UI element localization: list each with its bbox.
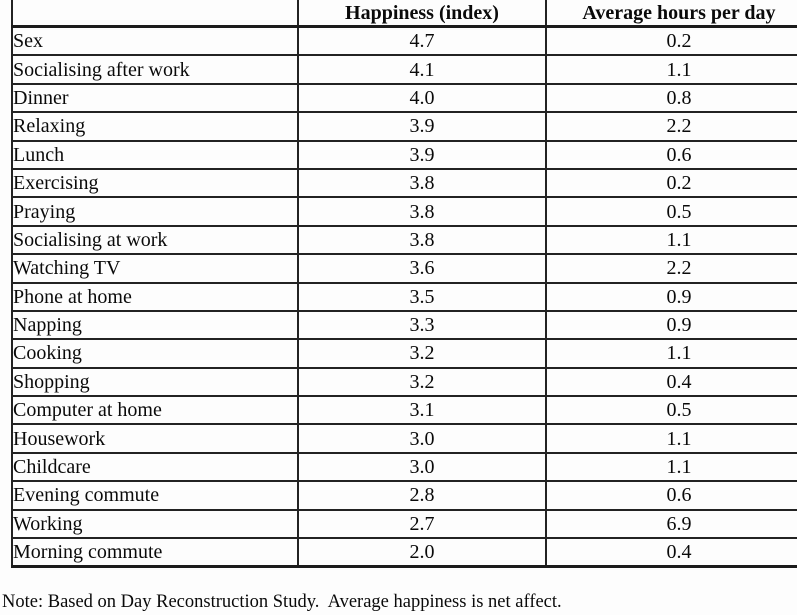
- cell-activity: Morning commute: [11, 537, 299, 569]
- cell-activity: Exercising: [11, 167, 299, 199]
- cell-happiness: 3.2: [297, 366, 547, 398]
- cell-activity: Lunch: [11, 139, 299, 170]
- cell-happiness: 4.7: [297, 25, 547, 57]
- cell-hours: 1.1: [545, 224, 797, 256]
- table-container: Happiness (index) Average hours per day …: [11, 0, 797, 572]
- table-row: Napping 3.3 0.9: [11, 309, 797, 341]
- activities-happiness-table: Happiness (index) Average hours per day …: [11, 0, 797, 569]
- cell-activity: Evening commute: [11, 480, 299, 511]
- cell-activity: Childcare: [11, 451, 299, 483]
- cell-activity: Relaxing: [11, 111, 299, 142]
- cell-happiness: 3.9: [297, 139, 547, 170]
- cell-hours: 0.6: [545, 139, 797, 170]
- cell-hours: 1.1: [545, 423, 797, 454]
- table-row: Childcare 3.0 1.1: [11, 451, 797, 483]
- cell-activity: Socialising at work: [11, 224, 299, 256]
- header-row: Happiness (index) Average hours per day: [11, 0, 797, 28]
- cell-hours: 0.6: [545, 480, 797, 511]
- cell-happiness: 2.0: [297, 537, 547, 569]
- cell-activity: Cooking: [11, 338, 299, 369]
- table-row: Socialising after work 4.1 1.1: [11, 54, 797, 85]
- cell-hours: 0.4: [545, 537, 797, 569]
- header-activity: [11, 0, 299, 28]
- cell-activity: Praying: [11, 196, 299, 227]
- cell-happiness: 2.8: [297, 480, 547, 511]
- cell-hours: 1.1: [545, 451, 797, 483]
- cell-happiness: 3.6: [297, 253, 547, 284]
- cell-activity: Watching TV: [11, 253, 299, 284]
- cell-hours: 2.2: [545, 253, 797, 284]
- table-row: Computer at home 3.1 0.5: [11, 395, 797, 426]
- cell-happiness: 3.9: [297, 111, 547, 142]
- table-note: Note: Based on Day Reconstruction Study.…: [2, 592, 562, 612]
- header-happiness-index: Happiness (index): [297, 0, 547, 28]
- table-row: Socialising at work 3.8 1.1: [11, 224, 797, 256]
- table-row: Relaxing 3.9 2.2: [11, 111, 797, 142]
- cell-hours: 0.2: [545, 25, 797, 57]
- cell-activity: Shopping: [11, 366, 299, 398]
- cell-activity: Socialising after work: [11, 54, 299, 85]
- cell-hours: 0.5: [545, 196, 797, 227]
- cell-hours: 1.1: [545, 54, 797, 85]
- cell-hours: 0.9: [545, 309, 797, 341]
- table-row: Exercising 3.8 0.2: [11, 167, 797, 199]
- cell-happiness: 3.2: [297, 338, 547, 369]
- table-row: Sex 4.7 0.2: [11, 25, 797, 57]
- table-row: Cooking 3.2 1.1: [11, 338, 797, 369]
- table-row: Evening commute 2.8 0.6: [11, 480, 797, 511]
- cell-happiness: 3.1: [297, 395, 547, 426]
- cell-happiness: 3.8: [297, 224, 547, 256]
- table-row: Phone at home 3.5 0.9: [11, 281, 797, 312]
- table-row: Morning commute 2.0 0.4: [11, 537, 797, 569]
- cell-hours: 6.9: [545, 508, 797, 540]
- cell-activity: Computer at home: [11, 395, 299, 426]
- table-row: Working 2.7 6.9: [11, 508, 797, 540]
- cell-hours: 2.2: [545, 111, 797, 142]
- cell-hours: 1.1: [545, 338, 797, 369]
- cell-happiness: 3.0: [297, 423, 547, 454]
- cell-activity: Working: [11, 508, 299, 540]
- cell-activity: Sex: [11, 25, 299, 57]
- table-row: Praying 3.8 0.5: [11, 196, 797, 227]
- table-row: Watching TV 3.6 2.2: [11, 253, 797, 284]
- cell-happiness: 3.3: [297, 309, 547, 341]
- cell-happiness: 2.7: [297, 508, 547, 540]
- table-row: Lunch 3.9 0.6: [11, 139, 797, 170]
- cell-happiness: 3.8: [297, 167, 547, 199]
- cell-activity: Housework: [11, 423, 299, 454]
- table-row: Dinner 4.0 0.8: [11, 82, 797, 114]
- cell-activity: Dinner: [11, 82, 299, 114]
- header-average-hours-per-day: Average hours per day: [545, 0, 797, 28]
- cell-happiness: 3.8: [297, 196, 547, 227]
- cell-happiness: 3.0: [297, 451, 547, 483]
- cell-activity: Napping: [11, 309, 299, 341]
- cell-activity: Phone at home: [11, 281, 299, 312]
- cell-happiness: 4.1: [297, 54, 547, 85]
- cell-hours: 0.9: [545, 281, 797, 312]
- cell-hours: 0.5: [545, 395, 797, 426]
- cell-hours: 0.8: [545, 82, 797, 114]
- cell-hours: 0.4: [545, 366, 797, 398]
- cell-happiness: 4.0: [297, 82, 547, 114]
- cell-hours: 0.2: [545, 167, 797, 199]
- cell-happiness: 3.5: [297, 281, 547, 312]
- table-row: Shopping 3.2 0.4: [11, 366, 797, 398]
- table-row: Housework 3.0 1.1: [11, 423, 797, 454]
